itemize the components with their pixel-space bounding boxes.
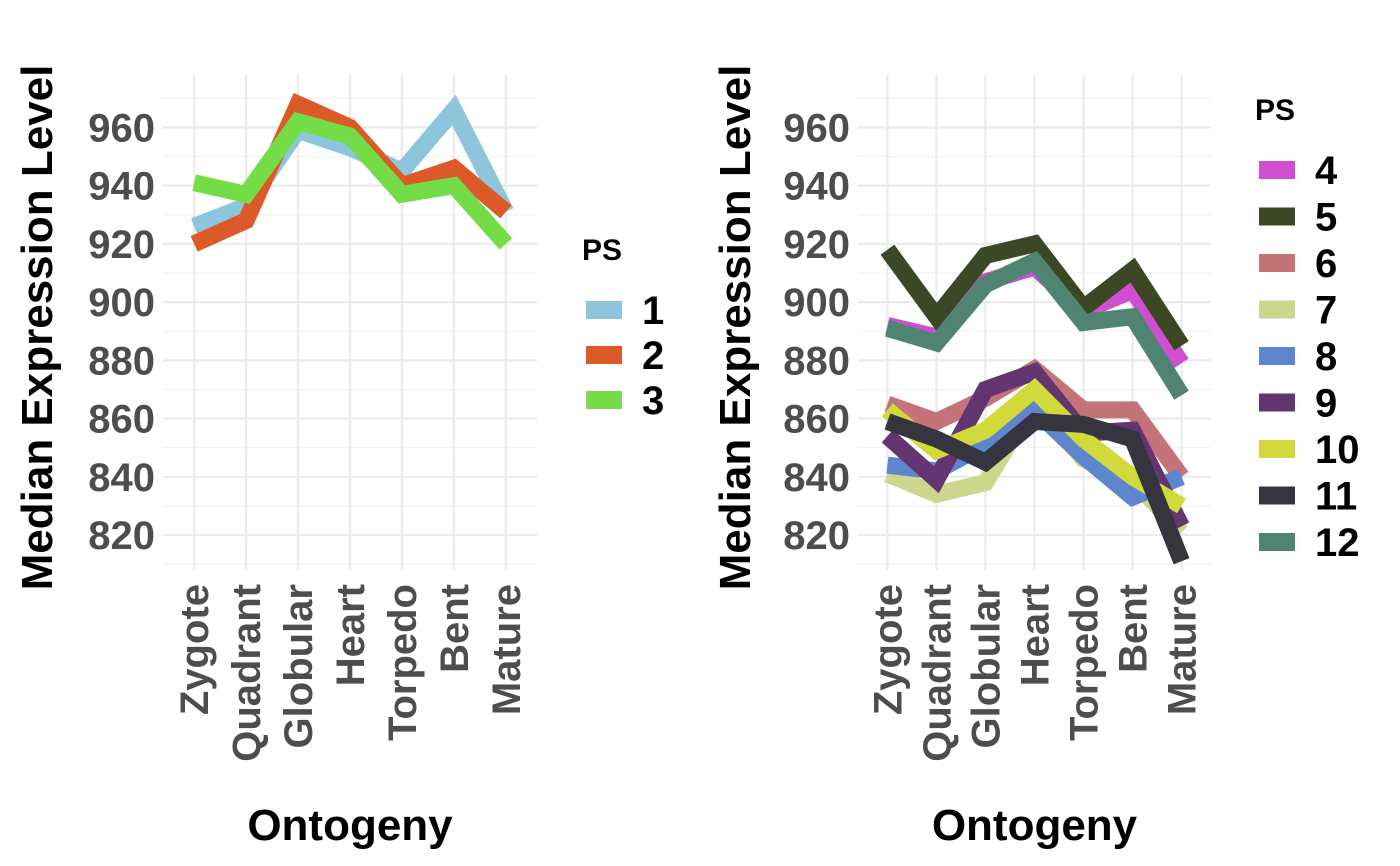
legend-swatch-3 <box>586 391 622 409</box>
x-tick-label: Globular <box>964 584 1008 748</box>
y-tick-label: 920 <box>783 223 850 267</box>
legend-swatch-10 <box>1259 440 1295 458</box>
y-tick-label: 840 <box>88 456 155 500</box>
chart-panel-1: 820 840 860 880 900 920 940 960 Zygote Quadrant Gl… <box>13 65 664 850</box>
legend-label-6: 6 <box>1315 242 1337 286</box>
legend-swatch-1 <box>586 301 622 319</box>
legend-title: PS <box>582 234 622 267</box>
x-tick-label: Bent <box>1112 584 1156 673</box>
legend-swatch-4 <box>1259 161 1295 179</box>
legend-label-8: 8 <box>1315 335 1337 379</box>
y-tick-label: 860 <box>88 398 155 442</box>
chart-panel-2: 820 840 860 880 900 920 940 960 Zygote Quadrant Gl… <box>711 65 1360 850</box>
series-line-5 <box>880 234 1189 351</box>
x-tick-label: Torpedo <box>381 584 425 741</box>
legend-label-11: 11 <box>1315 475 1357 519</box>
series-line-12 <box>884 250 1189 400</box>
y-tick-label: 960 <box>88 106 155 150</box>
y-tick-label: 940 <box>783 165 850 209</box>
legend-label-12: 12 <box>1315 521 1360 565</box>
y-tick-label: 960 <box>783 106 850 150</box>
legend-label-10: 10 <box>1315 428 1360 472</box>
legend-swatch-11 <box>1259 486 1295 505</box>
y-axis-title: Median Expression Level <box>711 65 760 591</box>
legend-label-2: 2 <box>642 334 664 378</box>
legend-label-9: 9 <box>1315 382 1337 426</box>
legend-swatch-2 <box>586 346 622 364</box>
y-tick-label: 880 <box>783 339 850 383</box>
legend-label-3: 3 <box>642 379 664 423</box>
y-tick-label: 820 <box>783 514 850 558</box>
legend-swatch-8 <box>1259 347 1295 365</box>
legend-label-1: 1 <box>642 289 664 333</box>
series-line-10 <box>881 377 1186 514</box>
x-tick-label: Zygote <box>866 584 910 715</box>
x-axis-title: Ontogeny <box>932 801 1138 850</box>
series-line-3 <box>192 111 513 250</box>
x-tick-label: Globular <box>277 584 321 748</box>
x-tick-label: Torpedo <box>1063 584 1107 741</box>
x-tick-label: Heart <box>1014 584 1058 686</box>
y-tick-label: 940 <box>88 165 155 209</box>
x-tick-label: Bent <box>433 584 477 673</box>
x-tick-label: Mature <box>485 584 529 715</box>
y-tick-label: 820 <box>88 514 155 558</box>
series-line-11 <box>884 412 1190 565</box>
x-tick-label: Quadrant <box>225 584 269 762</box>
legend-swatch-5 <box>1259 207 1295 226</box>
y-tick-label: 900 <box>88 281 155 325</box>
y-tick-label: 840 <box>783 456 850 500</box>
y-tick-label: 860 <box>783 398 850 442</box>
legend-label-5: 5 <box>1315 196 1337 240</box>
legend-swatch-7 <box>1259 300 1295 319</box>
legend-label-4: 4 <box>1315 149 1338 193</box>
legend-swatch-9 <box>1259 393 1295 412</box>
x-tick-label: Quadrant <box>915 584 959 762</box>
legend-title: PS <box>1255 94 1295 127</box>
y-tick-label: 900 <box>783 281 850 325</box>
legend-swatch-6 <box>1259 254 1295 272</box>
legend-swatch-12 <box>1259 533 1295 551</box>
y-tick-label: 920 <box>88 223 155 267</box>
y-tick-label: 880 <box>88 339 155 383</box>
y-axis-title: Median Expression Level <box>13 65 62 591</box>
x-tick-label: Zygote <box>173 584 217 715</box>
x-tick-label: Mature <box>1161 584 1205 715</box>
x-tick-label: Heart <box>329 584 373 686</box>
x-axis-title: Ontogeny <box>247 801 453 850</box>
legend-label-7: 7 <box>1315 289 1337 333</box>
